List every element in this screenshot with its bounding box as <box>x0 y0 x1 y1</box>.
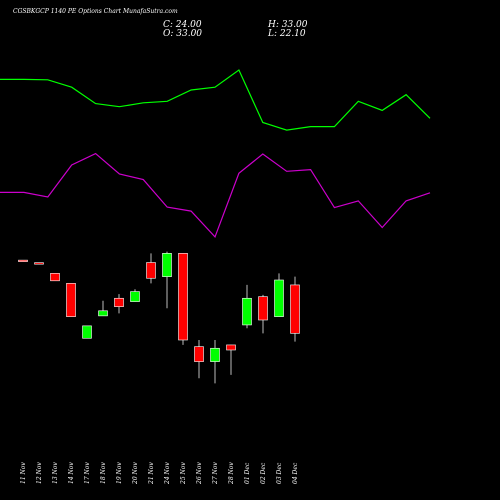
candle-body <box>290 284 300 334</box>
candle-body <box>34 262 44 265</box>
x-tick-label: 21 Nov <box>148 462 155 485</box>
candle-body <box>258 296 268 321</box>
open-value: O: 33.00 <box>163 29 203 39</box>
x-tick-label: 17 Nov <box>84 462 91 484</box>
close-value: C: 24.00 <box>163 20 202 30</box>
lower-indicator-line <box>0 152 431 239</box>
candle-body <box>98 310 108 317</box>
x-tick-label: 04 Dec <box>292 462 299 484</box>
x-tick-label: 12 Nov <box>36 462 43 484</box>
candle-body <box>226 344 236 351</box>
low-value: L: 22.10 <box>268 29 306 39</box>
chart-title: CGSBKGCP 1140 PE Options Chart MunafaSut… <box>13 8 178 15</box>
x-tick-label: 27 Nov <box>212 462 219 485</box>
candle-body <box>50 273 60 282</box>
candle-body <box>194 346 204 362</box>
candle-body <box>162 253 172 277</box>
x-tick-label: 18 Nov <box>100 462 107 484</box>
x-tick-label: 19 Nov <box>116 462 123 484</box>
x-tick-label: 02 Dec <box>260 462 267 484</box>
x-tick-label: 26 Nov <box>196 462 203 485</box>
x-tick-label: 14 Nov <box>68 462 75 484</box>
candle-body <box>210 347 220 362</box>
x-tick-label: 28 Nov <box>228 462 235 485</box>
candle-body <box>82 325 92 339</box>
x-tick-label: 24 Nov <box>164 462 171 485</box>
upper-indicator-line <box>0 69 431 131</box>
candle-body <box>66 283 76 317</box>
candle-body <box>146 262 156 279</box>
high-value: H: 33.00 <box>268 20 308 30</box>
candle-body <box>114 297 124 307</box>
candle-body <box>130 291 140 302</box>
x-tick-label: 01 Dec <box>244 462 251 484</box>
x-tick-label: 03 Dec <box>276 462 283 484</box>
candle-body <box>178 253 188 341</box>
x-tick-label: 11 Nov <box>20 462 27 484</box>
x-tick-label: 20 Nov <box>132 462 139 485</box>
x-tick-label: 13 Nov <box>52 462 59 484</box>
x-tick-label: 25 Nov <box>180 462 187 485</box>
candle-body <box>18 259 28 262</box>
candle-body <box>242 297 252 326</box>
candle-body <box>274 279 284 317</box>
